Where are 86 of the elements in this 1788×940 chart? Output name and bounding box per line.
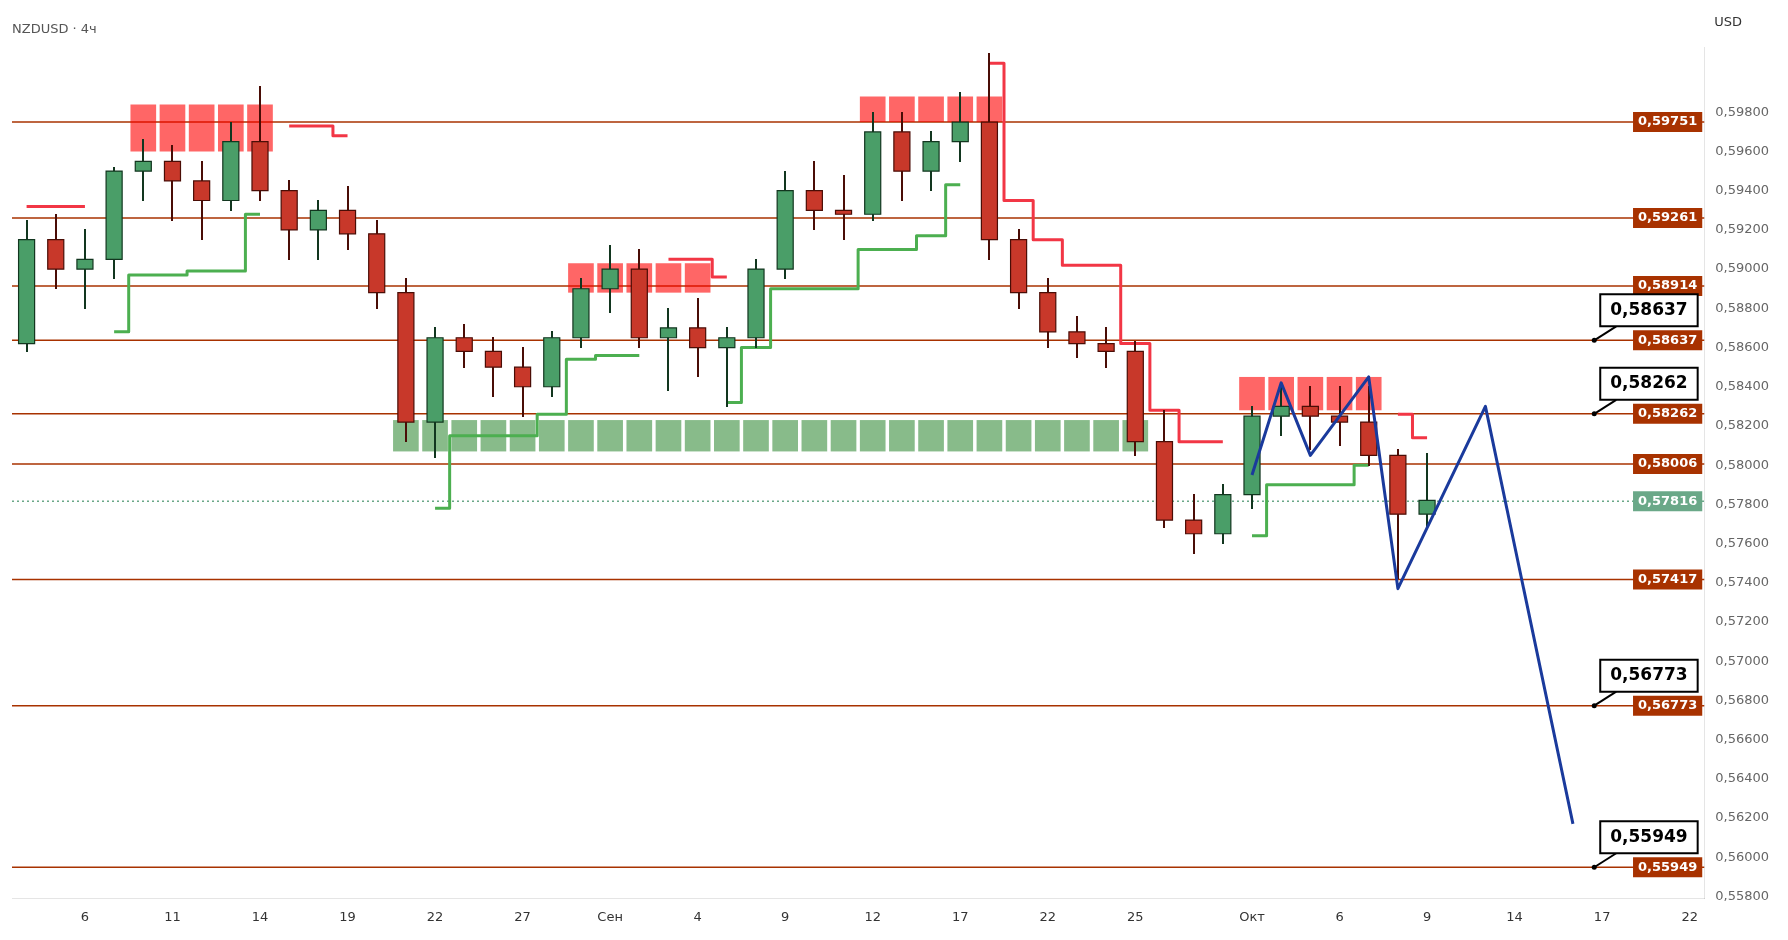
y-tick-label: 0,59000: [1715, 260, 1770, 276]
bar: [626, 420, 653, 452]
x-tick-label: 25: [1127, 908, 1144, 924]
y-tick-label: 0,57800: [1715, 495, 1770, 511]
annotation: 0,55949: [1610, 825, 1688, 846]
x-tick-label: 6: [80, 908, 90, 924]
bar: [772, 420, 799, 452]
bar: [889, 96, 915, 123]
x-tick-label: 9: [1422, 908, 1432, 924]
y-tick-label: 0,57200: [1715, 613, 1770, 629]
bar: [859, 420, 886, 452]
x-tick-label: 12: [864, 908, 881, 924]
ref-line-label: 0,58637: [1638, 331, 1698, 347]
x-tick-label: 22: [426, 908, 444, 924]
x-tick-label: 14: [251, 908, 269, 924]
ref-line-label: 0,57417: [1638, 570, 1698, 586]
chart-title: NZDUSD · 4ч: [12, 21, 97, 37]
bar: [713, 420, 740, 452]
bar: [1239, 376, 1265, 411]
annotation: 0,58262: [1610, 372, 1688, 393]
x-tick-label: Окт: [1239, 908, 1266, 924]
bar: [684, 263, 711, 293]
annotation: 0,58637: [1610, 298, 1688, 319]
x-tick-label: 17: [951, 908, 969, 924]
bar: [1093, 420, 1119, 452]
bar: [597, 420, 623, 452]
bar: [684, 420, 711, 452]
y-tick-label: 0,58000: [1715, 456, 1770, 472]
y-tick-label: 0,57000: [1715, 652, 1770, 668]
ref-line-label: 0,57816: [1638, 492, 1698, 508]
y-tick-label: 0,59200: [1715, 221, 1770, 237]
ref-line-label: 0,58262: [1638, 405, 1698, 421]
bar: [743, 420, 769, 452]
y-tick-label: 0,59400: [1715, 182, 1770, 198]
bar: [830, 420, 857, 452]
y-tick-label: 0,58600: [1715, 338, 1770, 354]
x-tick-label: 14: [1506, 908, 1523, 924]
ref-line-label: 0,59261: [1638, 209, 1698, 225]
bar: [918, 96, 944, 123]
ref-line-label: 0,58006: [1638, 455, 1698, 471]
y-axis-title: USD: [1714, 13, 1743, 29]
ref-line-label: 0,56773: [1638, 697, 1698, 713]
bar: [1005, 420, 1032, 452]
x-tick-label: 4: [693, 908, 702, 924]
bar: [188, 104, 215, 152]
y-tick-label: 0,59800: [1715, 103, 1770, 119]
bar: [130, 104, 157, 152]
bar: [568, 420, 594, 452]
y-tick-label: 0,58400: [1715, 378, 1770, 394]
x-tick-label: 19: [339, 908, 356, 924]
y-tick-label: 0,56800: [1715, 691, 1770, 707]
y-tick-label: 0,57600: [1715, 534, 1770, 550]
ref-line-label: 0,58914: [1638, 277, 1698, 293]
y-tick-label: 0,57400: [1715, 574, 1770, 590]
annotation: 0,56773: [1610, 664, 1688, 685]
bar: [655, 263, 682, 293]
x-tick-label: 11: [164, 908, 181, 924]
y-tick-label: 0,55800: [1715, 887, 1770, 903]
ref-line-label: 0,59751: [1638, 113, 1698, 129]
x-tick-label: 9: [781, 908, 790, 924]
x-tick-label: 6: [1335, 908, 1344, 924]
bar: [976, 420, 1003, 452]
y-tick-label: 0,56000: [1715, 848, 1770, 864]
x-tick-label: 22: [1681, 908, 1698, 924]
bar: [451, 420, 478, 452]
bar: [859, 96, 886, 123]
bar: [918, 420, 944, 452]
bar: [1034, 420, 1061, 452]
bar: [159, 104, 186, 152]
y-tick-label: 0,56400: [1715, 770, 1770, 786]
bar: [889, 420, 915, 452]
bar: [801, 420, 828, 452]
x-tick-label: Сен: [597, 908, 623, 924]
x-tick-label: 17: [1593, 908, 1611, 924]
y-tick-label: 0,56600: [1715, 730, 1770, 746]
y-tick-label: 0,58800: [1715, 299, 1770, 315]
y-tick-label: 0,58200: [1715, 417, 1770, 433]
x-tick-label: 22: [1039, 908, 1057, 924]
bar: [1064, 420, 1090, 452]
bar: [947, 420, 974, 452]
ref-line-label: 0,55949: [1638, 858, 1698, 874]
bar: [538, 420, 565, 452]
y-tick-label: 0,56200: [1715, 809, 1770, 825]
x-tick-label: 27: [514, 908, 531, 924]
y-tick-label: 0,59600: [1715, 142, 1770, 158]
bar: [655, 420, 682, 452]
